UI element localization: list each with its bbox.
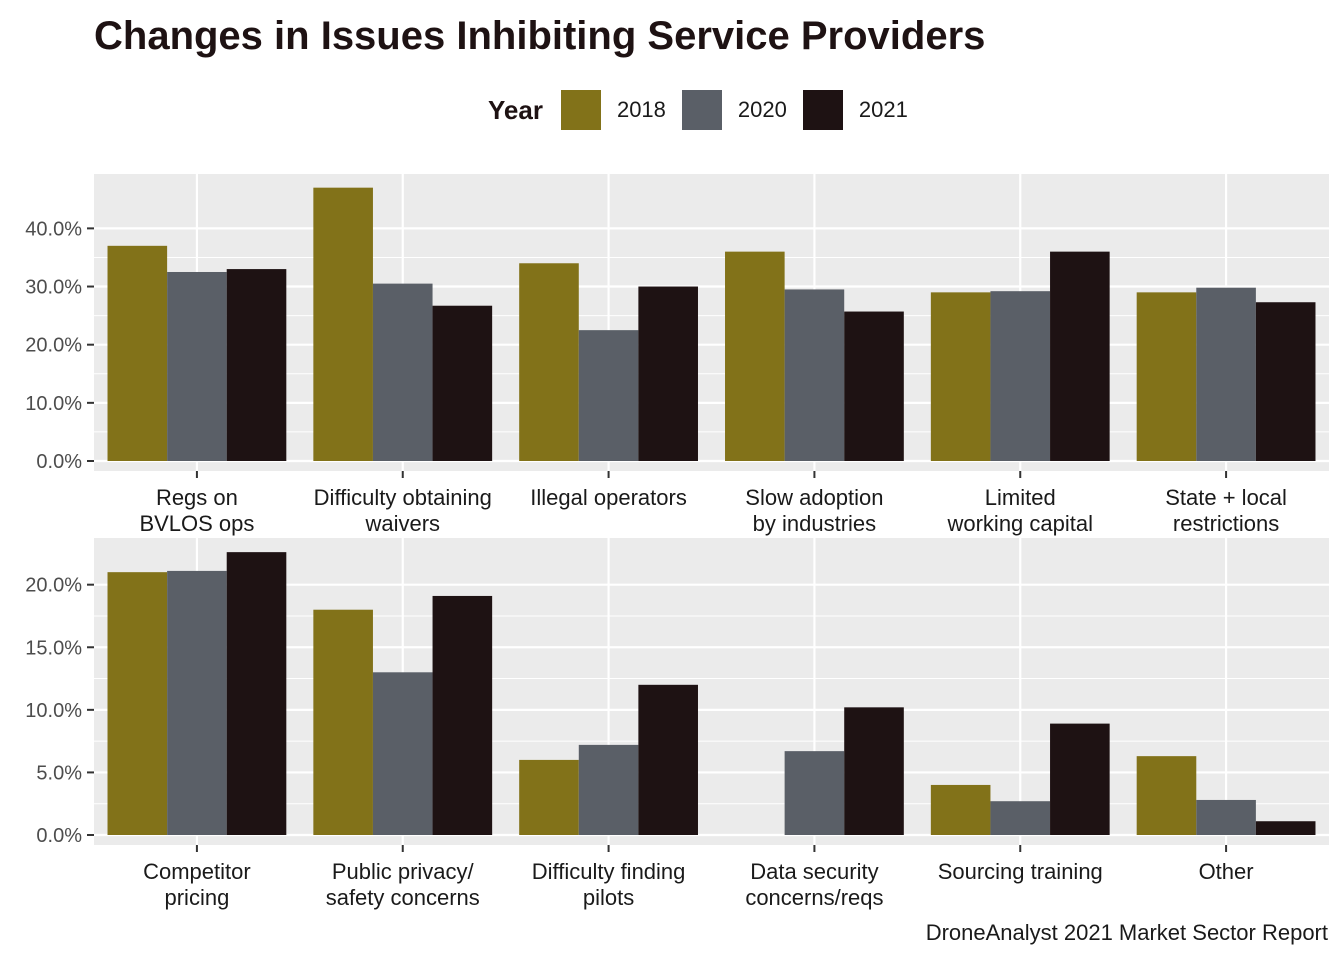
x-tick-label-line: Illegal operators	[530, 485, 687, 510]
legend-label-2018: 2018	[616, 97, 666, 122]
x-tick-label-line: Limited	[985, 485, 1056, 510]
bar-2021	[1255, 821, 1316, 835]
x-tick-label: Data security concerns/reqs	[745, 859, 883, 910]
panel-2: 0.0% 5.0% 10.0% 15.0% 20.0% Competitor pricing…	[25, 538, 1329, 910]
x-tick-label-line: Data security	[750, 859, 878, 884]
y-tick-label: 40.0%	[25, 218, 82, 240]
chart-caption: DroneAnalyst 2021 Market Sector Report	[925, 920, 1328, 945]
y-tick-label: 20.0%	[25, 335, 82, 357]
bar-2020	[167, 271, 227, 461]
bar-2021	[226, 552, 287, 835]
bar-2018	[519, 263, 579, 461]
bar-2018	[107, 245, 168, 461]
legend-swatch-2020	[681, 90, 722, 130]
chart-title: Changes in Issues Inhibiting Service Pro…	[94, 14, 986, 58]
legend-swatch-2021	[802, 90, 843, 130]
bar-2021	[844, 707, 904, 835]
y-tick-label: 10.0%	[25, 700, 82, 722]
x-tick-label-line: Difficulty finding	[532, 859, 686, 884]
bar-2021	[1050, 723, 1110, 835]
legend-item-2021: 2021	[800, 88, 908, 132]
bar-2018	[1136, 292, 1197, 461]
x-tick-label: Difficulty obtaining waivers	[314, 485, 492, 536]
x-tick-label-line: Regs on	[156, 485, 238, 510]
x-tick-label-line: safety concerns	[326, 885, 480, 910]
bar-2020	[990, 291, 1051, 461]
panel-background	[94, 174, 1329, 471]
x-tick-label: Slow adoption by industries	[745, 485, 883, 536]
x-tick-label-line: Sourcing training	[938, 859, 1103, 884]
x-tick-label-line: waivers	[364, 511, 440, 536]
x-tick-label-line: working capital	[946, 511, 1093, 536]
x-tick-label: Sourcing training	[938, 859, 1103, 884]
x-tick-label-line: concerns/reqs	[745, 885, 883, 910]
bar-2020	[372, 672, 433, 835]
bar-2020	[784, 289, 845, 461]
bar-2021	[1255, 302, 1316, 461]
bar-2021	[638, 684, 698, 835]
legend: Year 2018 2020 2021	[0, 86, 1344, 134]
bar-2020	[578, 330, 639, 461]
x-tick-label-line: Other	[1199, 859, 1254, 884]
y-tick-label: 5.0%	[36, 762, 82, 784]
x-tick-label: Difficulty finding pilots	[532, 859, 686, 910]
x-tick-label-line: BVLOS ops	[139, 511, 254, 536]
x-tick-label-line: pricing	[165, 885, 230, 910]
bar-2020	[372, 283, 433, 461]
bar-2020	[990, 801, 1051, 835]
bar-2018	[519, 759, 579, 835]
bar-2020	[578, 744, 639, 835]
bar-2021	[432, 305, 493, 461]
legend-title: Year	[488, 94, 543, 125]
bar-2021	[844, 311, 904, 461]
panel-1: 0.0% 10.0% 20.0% 30.0% 40.0% Regs on BVLOS ops…	[25, 174, 1329, 536]
x-tick-label-line: Difficulty obtaining	[314, 485, 492, 510]
legend-item-2018: 2018	[558, 88, 666, 132]
x-tick-label: Illegal operators	[530, 485, 687, 510]
legend-label-2020: 2020	[737, 97, 787, 122]
bar-2018	[107, 572, 168, 835]
bar-2018	[313, 187, 373, 461]
x-tick-label-line: by industries	[753, 511, 877, 536]
x-tick-label: Regs on BVLOS ops	[139, 485, 254, 536]
bar-2020	[784, 751, 845, 835]
bar-2021	[432, 595, 493, 835]
x-tick-label: Other	[1199, 859, 1254, 884]
x-tick-label: Competitor pricing	[143, 859, 251, 910]
y-tick-label: 30.0%	[25, 277, 82, 299]
y-tick-label: 20.0%	[25, 575, 82, 597]
legend-swatch-2018	[560, 90, 601, 130]
bar-2020	[1196, 799, 1256, 835]
x-tick-label-line: Public privacy/	[332, 859, 475, 884]
bar-2021	[638, 286, 698, 461]
bar-2020	[1196, 287, 1256, 461]
y-tick-label: 15.0%	[25, 637, 82, 659]
x-tick-label-line: State + local	[1165, 485, 1287, 510]
y-tick-label: 0.0%	[36, 451, 82, 473]
bar-2021	[1050, 251, 1110, 461]
bar-2021	[226, 269, 287, 461]
bar-2018	[930, 292, 991, 461]
x-tick-label-line: Slow adoption	[745, 485, 883, 510]
bar-2018	[1136, 756, 1197, 835]
x-tick-label: Limited working capital	[946, 485, 1093, 536]
bar-2020	[167, 570, 227, 835]
x-tick-label: Public privacy/safety concerns	[326, 859, 480, 910]
bar-2018	[725, 251, 785, 461]
x-tick-label-line: pilots	[583, 885, 634, 910]
legend-label-2021: 2021	[858, 97, 908, 122]
x-tick-label-line: restrictions	[1173, 511, 1279, 536]
y-tick-label: 10.0%	[25, 393, 82, 415]
bar-2018	[930, 784, 991, 835]
panel-background	[94, 538, 1329, 845]
legend-item-2020: 2020	[679, 88, 787, 132]
x-tick-label-line: Competitor	[143, 859, 251, 884]
y-tick-label: 0.0%	[36, 825, 82, 847]
x-tick-label: State + local restrictions	[1165, 485, 1287, 536]
bar-2018	[313, 609, 373, 835]
